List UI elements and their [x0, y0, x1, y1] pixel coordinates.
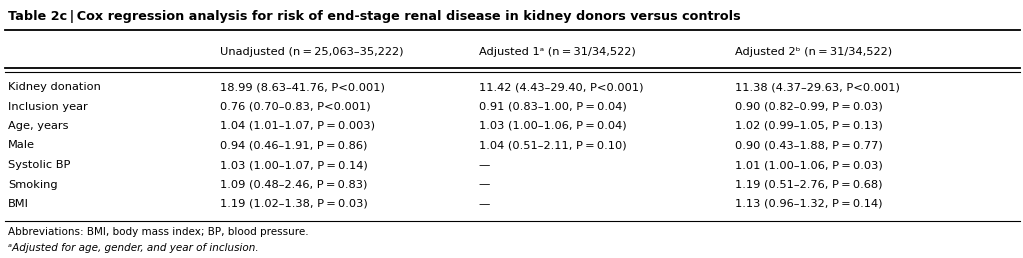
- Text: 1.03 (1.00–1.06, P = 0.04): 1.03 (1.00–1.06, P = 0.04): [479, 121, 626, 131]
- Text: 1.03 (1.00–1.07, P = 0.14): 1.03 (1.00–1.07, P = 0.14): [220, 160, 367, 170]
- Text: 1.01 (1.00–1.06, P = 0.03): 1.01 (1.00–1.06, P = 0.03): [735, 160, 882, 170]
- Text: 1.04 (0.51–2.11, P = 0.10): 1.04 (0.51–2.11, P = 0.10): [479, 141, 626, 150]
- Text: 11.42 (4.43–29.40, P<0.001): 11.42 (4.43–29.40, P<0.001): [479, 82, 643, 92]
- Text: —: —: [479, 199, 490, 209]
- Text: 1.09 (0.48–2.46, P = 0.83): 1.09 (0.48–2.46, P = 0.83): [220, 180, 367, 189]
- Text: Adjusted 2ᵇ (n = 31/34,522): Adjusted 2ᵇ (n = 31/34,522): [735, 47, 892, 57]
- Text: 1.02 (0.99–1.05, P = 0.13): 1.02 (0.99–1.05, P = 0.13): [735, 121, 882, 131]
- Text: 1.19 (0.51–2.76, P = 0.68): 1.19 (0.51–2.76, P = 0.68): [735, 180, 882, 189]
- Text: Abbreviations: BMI, body mass index; BP, blood pressure.: Abbreviations: BMI, body mass index; BP,…: [8, 228, 309, 238]
- Text: Kidney donation: Kidney donation: [8, 82, 101, 92]
- Text: 1.13 (0.96–1.32, P = 0.14): 1.13 (0.96–1.32, P = 0.14): [735, 199, 882, 209]
- Text: 0.76 (0.70–0.83, P<0.001): 0.76 (0.70–0.83, P<0.001): [220, 101, 370, 111]
- Text: 0.90 (0.43–1.88, P = 0.77): 0.90 (0.43–1.88, P = 0.77): [735, 141, 882, 150]
- Text: 1.04 (1.01–1.07, P = 0.003): 1.04 (1.01–1.07, P = 0.003): [220, 121, 375, 131]
- Text: 0.90 (0.82–0.99, P = 0.03): 0.90 (0.82–0.99, P = 0.03): [735, 101, 882, 111]
- Text: Age, years: Age, years: [8, 121, 69, 131]
- Text: ᵃAdjusted for age, gender, and year of inclusion.: ᵃAdjusted for age, gender, and year of i…: [8, 243, 259, 253]
- Text: 18.99 (8.63–41.76, P<0.001): 18.99 (8.63–41.76, P<0.001): [220, 82, 385, 92]
- Text: 1.19 (1.02–1.38, P = 0.03): 1.19 (1.02–1.38, P = 0.03): [220, 199, 367, 209]
- Text: —: —: [479, 180, 490, 189]
- Text: Unadjusted (n = 25,063–35,222): Unadjusted (n = 25,063–35,222): [220, 47, 403, 57]
- Text: Male: Male: [8, 141, 35, 150]
- Text: Systolic BP: Systolic BP: [8, 160, 71, 170]
- Text: Table 2c | Cox regression analysis for risk of end-stage renal disease in kidney: Table 2c | Cox regression analysis for r…: [8, 10, 741, 23]
- Text: —: —: [479, 160, 490, 170]
- Text: Inclusion year: Inclusion year: [8, 101, 88, 111]
- Text: BMI: BMI: [8, 199, 30, 209]
- Text: 0.91 (0.83–1.00, P = 0.04): 0.91 (0.83–1.00, P = 0.04): [479, 101, 626, 111]
- Text: 11.38 (4.37–29.63, P<0.001): 11.38 (4.37–29.63, P<0.001): [735, 82, 899, 92]
- Text: 0.94 (0.46–1.91, P = 0.86): 0.94 (0.46–1.91, P = 0.86): [220, 141, 367, 150]
- Text: Smoking: Smoking: [8, 180, 58, 189]
- Text: Adjusted 1ᵃ (n = 31/34,522): Adjusted 1ᵃ (n = 31/34,522): [479, 47, 635, 57]
